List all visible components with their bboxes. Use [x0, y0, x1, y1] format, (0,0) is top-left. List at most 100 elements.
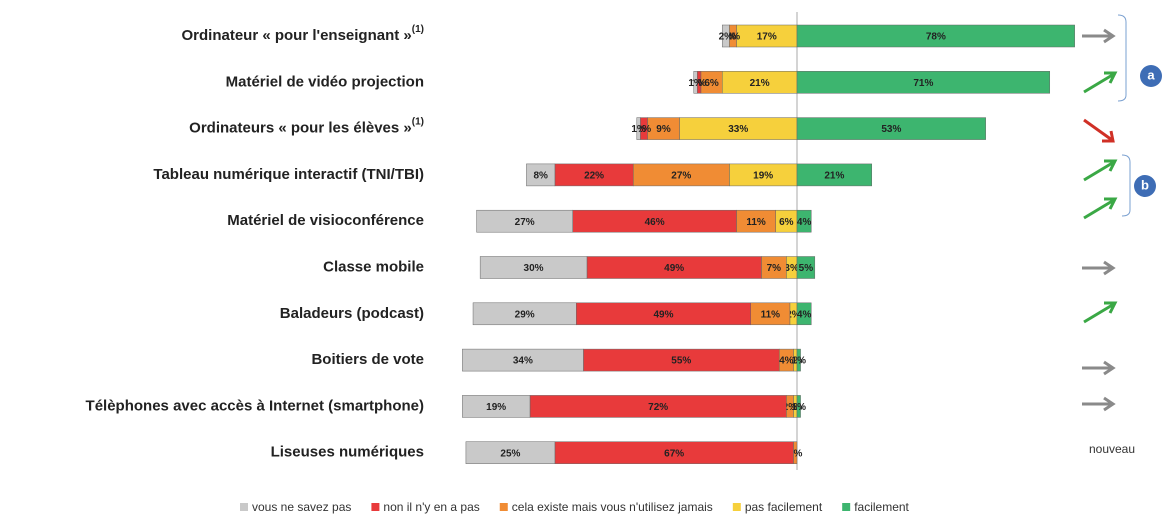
legend-label: cela existe mais vous n'utilisez jamais: [512, 500, 713, 514]
value-label: 49%: [653, 309, 673, 320]
legend-swatch: [732, 503, 741, 511]
category-note: (1): [412, 116, 424, 127]
legend-swatch: [842, 503, 851, 511]
arrow: [1082, 396, 1116, 412]
value-label: 11%: [761, 309, 781, 320]
bar-segment: [693, 71, 698, 94]
category-text: Ordinateur « pour l'enseignant »: [181, 27, 411, 44]
arrow: [1083, 118, 1115, 143]
bar-segment: [796, 348, 801, 372]
bar-segment: [796, 209, 812, 233]
bar-segment: [465, 441, 556, 464]
value-label: 2%: [783, 402, 798, 413]
value-label: 4%: [797, 217, 812, 228]
bar-segment: [796, 24, 1075, 48]
category-label: Tableau numérique interactif (TNI/TBI): [153, 166, 424, 183]
arrow: [1082, 260, 1116, 276]
badge: [1140, 65, 1162, 87]
legend-swatch: [499, 503, 508, 511]
category-text: Matériel de visioconférence: [227, 212, 424, 229]
category-label: Liseuses numériques: [271, 444, 424, 461]
value-label: 11%: [746, 217, 766, 228]
category-text: Classe mobile: [323, 258, 424, 275]
value-label: 27%: [671, 171, 691, 182]
value-label: 6%: [779, 217, 794, 228]
value-label: 1%: [631, 124, 646, 135]
category-label: Baladeurs (podcast): [280, 305, 424, 322]
badge: [1134, 175, 1156, 197]
category-note: (1): [412, 24, 424, 35]
value-label: 8%: [533, 171, 548, 182]
bar-segment: [796, 117, 986, 140]
value-label: 27%: [515, 217, 535, 228]
bar-segment: [721, 24, 730, 48]
arrow: [1083, 159, 1118, 182]
bar-segment: [526, 163, 556, 187]
value-label: 1%: [788, 402, 803, 413]
badge-label: b: [1141, 177, 1149, 192]
note: nouveau: [1089, 442, 1135, 456]
value-label: 49%: [664, 263, 684, 274]
bar-segment: [796, 395, 801, 418]
bar-segment: [796, 71, 1051, 94]
value-label: 1%: [792, 402, 807, 413]
value-label: 4%: [797, 309, 812, 320]
category-text: Baladeurs (podcast): [280, 305, 424, 322]
arrow: [1082, 28, 1116, 44]
category-text: Télèphones avec accès à Internet (smartp…: [86, 397, 424, 414]
value-label: 2%: [786, 309, 801, 320]
value-label: 72%: [648, 402, 668, 413]
value-label: 55%: [671, 356, 691, 367]
category-text: Liseuses numériques: [271, 444, 424, 461]
value-label: 33%: [728, 124, 748, 135]
value-label: 2%: [637, 124, 652, 135]
trend-arrows: [1082, 28, 1118, 412]
value-label: 78%: [926, 32, 946, 43]
category-label: Ordinateur « pour l'enseignant »(1): [181, 24, 424, 44]
category-label: Matériel de visioconférence: [227, 212, 424, 229]
bar-segment: [796, 256, 816, 279]
category-label: Télèphones avec accès à Internet (smartp…: [86, 397, 424, 414]
category-label: Matériel de vidéo projection: [226, 73, 424, 90]
value-label: 30%: [524, 263, 544, 274]
arrow: [1083, 71, 1118, 94]
value-label: 2%: [719, 32, 734, 43]
value-label: 1%: [792, 356, 807, 367]
value-label: 17%: [757, 32, 777, 43]
value-label: 67%: [664, 448, 684, 459]
bar-segment: [476, 209, 573, 233]
value-label: 1%: [692, 78, 707, 89]
legend-swatch: [240, 503, 248, 511]
value-label: 1%: [788, 356, 803, 367]
value-label: 4%: [779, 356, 794, 367]
legend-swatch: [371, 503, 380, 511]
value-label: 9%: [656, 124, 671, 135]
bracket: [1121, 154, 1131, 217]
badge-label: a: [1147, 67, 1155, 82]
legend-label: pas facilement: [745, 500, 823, 514]
category-text: Ordinateurs « pour les élèves »: [189, 120, 412, 137]
value-label: 46%: [645, 217, 665, 228]
value-label: 34%: [513, 356, 533, 367]
value-label: 5%: [799, 263, 814, 274]
bar-segment: [462, 348, 584, 372]
bracket: [1117, 14, 1127, 102]
value-label: 6%: [704, 78, 719, 89]
value-label: 1%: [688, 78, 703, 89]
bar-segment: [796, 163, 873, 187]
arrow: [1083, 197, 1118, 220]
value-label: 21%: [750, 78, 770, 89]
value-label: 25%: [500, 448, 520, 459]
category-label: Ordinateurs « pour les élèves »(1): [189, 116, 424, 136]
bar-segment: [472, 302, 577, 326]
legend-label: non il n'y en a pas: [383, 500, 479, 514]
category-text: Tableau numérique interactif (TNI/TBI): [153, 166, 424, 183]
category-text: Boitiers de vote: [311, 351, 424, 368]
value-label: 22%: [584, 171, 604, 182]
value-label: 3%: [784, 263, 799, 274]
bar-segment: [796, 302, 812, 326]
legend-label: vous ne savez pas: [252, 500, 351, 514]
category-label: Boitiers de vote: [311, 351, 424, 368]
value-label: 7%: [767, 263, 782, 274]
